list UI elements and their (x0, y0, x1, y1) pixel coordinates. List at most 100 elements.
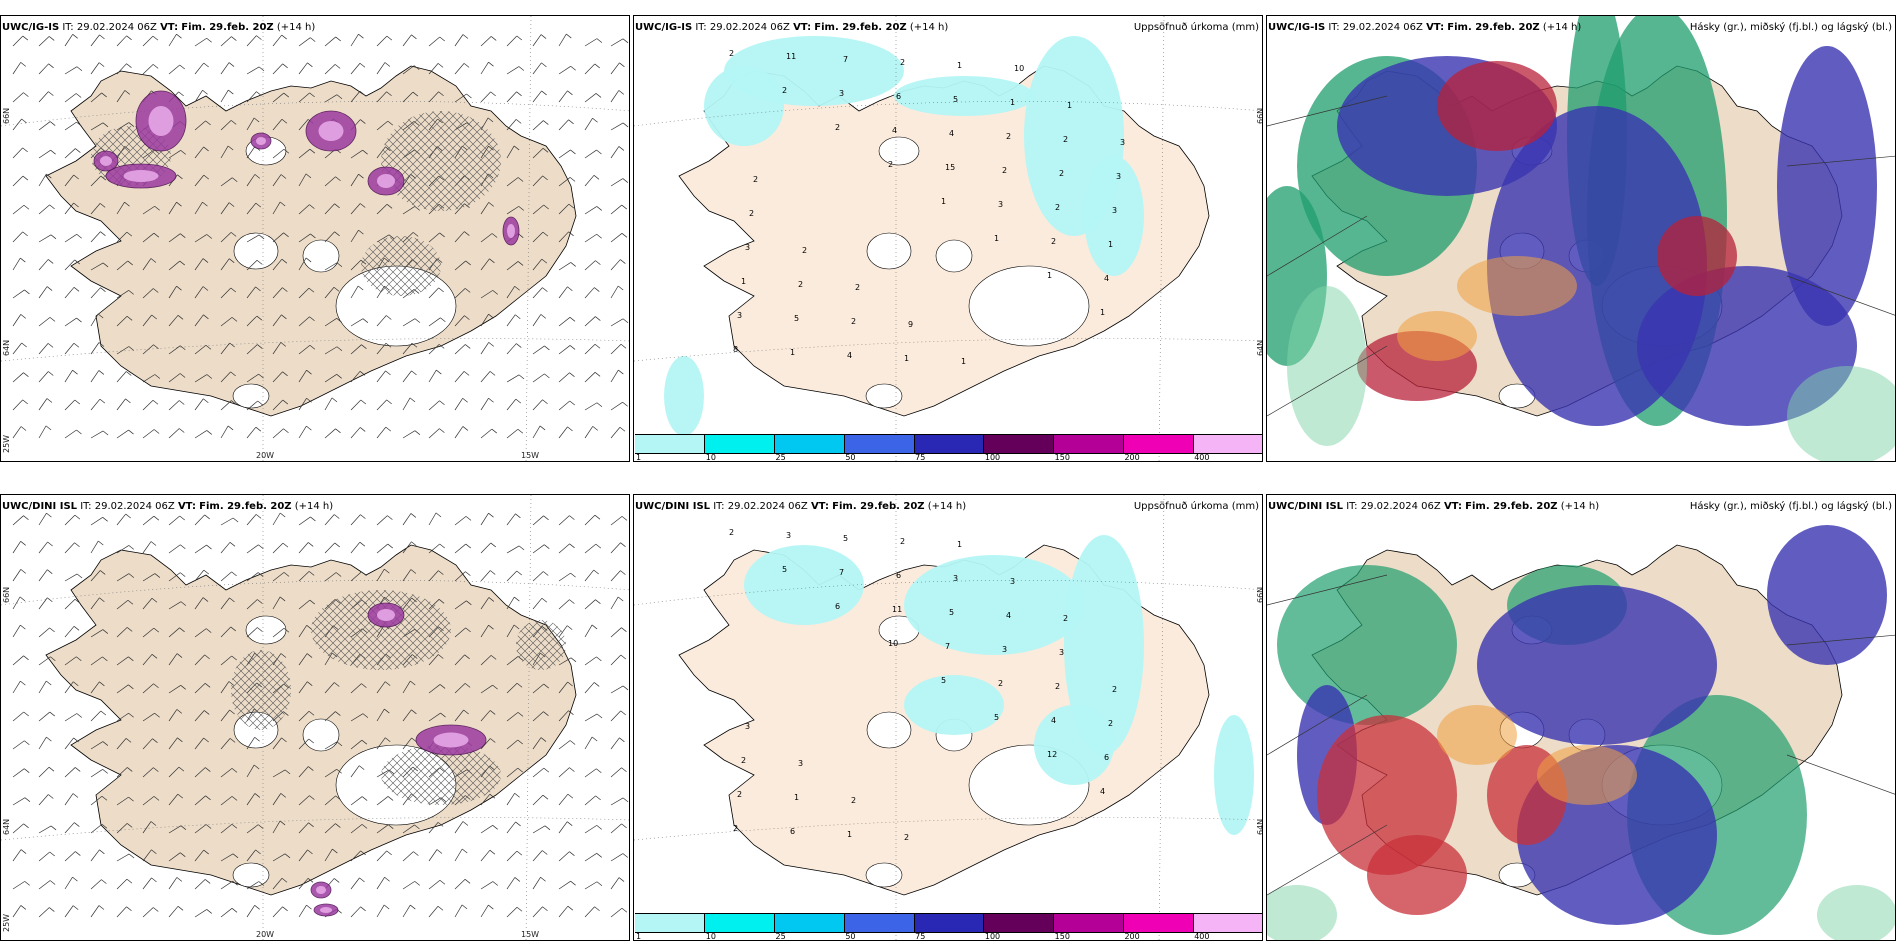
wind-barb-shaft (506, 683, 518, 694)
wind-barb-flag (596, 233, 602, 239)
wind-barb-flag (414, 881, 420, 886)
colorbar-segment (1053, 435, 1124, 453)
wind-barb-flag (384, 681, 391, 686)
wind-barb-flag (359, 371, 366, 376)
wind-barb-shaft (38, 173, 47, 187)
wind-barb-flag (280, 174, 287, 179)
wind-barb-flag (20, 849, 27, 854)
wind-barb-shaft (12, 655, 24, 666)
wind-barb-flag (48, 36, 55, 41)
wind-barb-shaft (610, 38, 624, 47)
precip-value-label: 5 (949, 608, 954, 617)
wind-barb-flag (568, 710, 574, 715)
wind-barb-flag (49, 851, 55, 857)
wind-barb-flag (23, 823, 29, 829)
wind-barb-flag (488, 904, 494, 910)
wind-barb-shaft (376, 737, 386, 750)
wind-barb-shaft (376, 568, 385, 582)
wind-barb-flag (47, 343, 54, 348)
wind-barb-shaft (142, 654, 153, 666)
wind-barb-flag (202, 286, 209, 291)
wind-barb-flag (335, 795, 341, 801)
precip-value-label: 2 (855, 283, 860, 292)
wind-barb-shaft (376, 399, 387, 411)
wind-barb-shaft (64, 287, 75, 299)
wind-barb-shaft (90, 517, 103, 526)
wind-barb-shaft (584, 233, 597, 243)
wind-barb-flag (411, 343, 418, 348)
wind-barb-flag (232, 853, 239, 859)
wind-barb-shaft (506, 656, 519, 666)
wind-barb-flag (283, 628, 290, 633)
wind-barb-flag (151, 877, 157, 883)
wind-barb-flag (128, 656, 134, 662)
precip-intensity-core (377, 174, 395, 188)
wind-barb-shaft (584, 93, 597, 103)
wind-barb-shaft (168, 572, 181, 582)
wind-barb-shaft (584, 175, 595, 187)
wind-barb-flag (567, 905, 574, 911)
wind-barb-shaft (402, 91, 414, 103)
wind-barb-flag (307, 878, 314, 883)
wind-barb-flag (569, 400, 575, 406)
precip-value-label: 4 (1006, 611, 1011, 620)
wind-barb-shaft (116, 823, 128, 834)
wind-barb-shaft (220, 517, 234, 526)
precip-value-label: 11 (892, 605, 902, 614)
wind-barb-shaft (350, 739, 363, 750)
wind-barb-flag (20, 426, 27, 431)
wind-barb-flag (621, 907, 628, 913)
wind-barb-flag (594, 514, 601, 520)
wind-barb-shaft (142, 64, 154, 75)
wind-barb-shaft (64, 713, 78, 722)
wind-barb-shaft (90, 231, 101, 243)
wind-barb-flag (254, 174, 261, 179)
wind-barb-flag (336, 769, 342, 774)
precip-values: 2561055124237117246265653222112343233221… (729, 528, 1117, 842)
wind-barb-shaft (506, 314, 516, 327)
wind-barb-flag (515, 821, 521, 827)
wind-barb-flag (492, 684, 498, 690)
wind-barb-flag (544, 544, 550, 549)
wind-barb-shaft (246, 544, 259, 554)
wind-barb-shaft (610, 570, 621, 582)
glacier-area (866, 232, 912, 270)
wind-barb-flag (387, 120, 394, 126)
wind-barb-shaft (532, 767, 545, 778)
wind-barb-shaft (168, 515, 180, 526)
wind-barb-flag (50, 656, 56, 662)
wind-barb-shaft (194, 146, 204, 159)
wind-barb-shaft (272, 287, 283, 299)
wind-barb-shaft (402, 397, 411, 411)
wind-barb-shaft (220, 232, 232, 243)
colorbar-segment (913, 435, 984, 453)
wind-barb-shaft (506, 261, 519, 271)
wind-barb-shaft (194, 314, 204, 327)
wind-barb-shaft (558, 851, 570, 862)
wind-barb-shaft (584, 768, 597, 778)
wind-barb-shaft (220, 287, 232, 299)
wind-barb-shaft (116, 796, 129, 806)
wind-barb-shaft (454, 571, 466, 582)
precip-value-label: 1 (790, 348, 795, 357)
wind-barb-shaft (12, 881, 25, 890)
wind-barb-shaft (38, 680, 47, 694)
wind-barb-flag (439, 36, 445, 42)
wind-barb-shaft (610, 627, 622, 638)
wind-barb-shaft (12, 624, 21, 638)
cloud-cover-region (1787, 366, 1895, 461)
longitude-label: 20W (256, 451, 275, 460)
wind-barb-flag (622, 797, 629, 803)
wind-barb-flag (284, 853, 291, 859)
wind-barb-shaft (298, 516, 311, 526)
wind-barb-flag (359, 90, 366, 96)
wind-barb-shaft (506, 906, 518, 918)
wind-barb-shaft (116, 513, 126, 526)
wind-barb-shaft (506, 624, 515, 638)
wind-barb-flag (102, 430, 109, 436)
wind-barb-flag (465, 260, 471, 266)
wind-barb-shaft (64, 598, 76, 610)
wind-barb-shaft (272, 34, 282, 47)
wind-barb-flag (515, 119, 522, 124)
wind-barb-flag (466, 93, 472, 99)
